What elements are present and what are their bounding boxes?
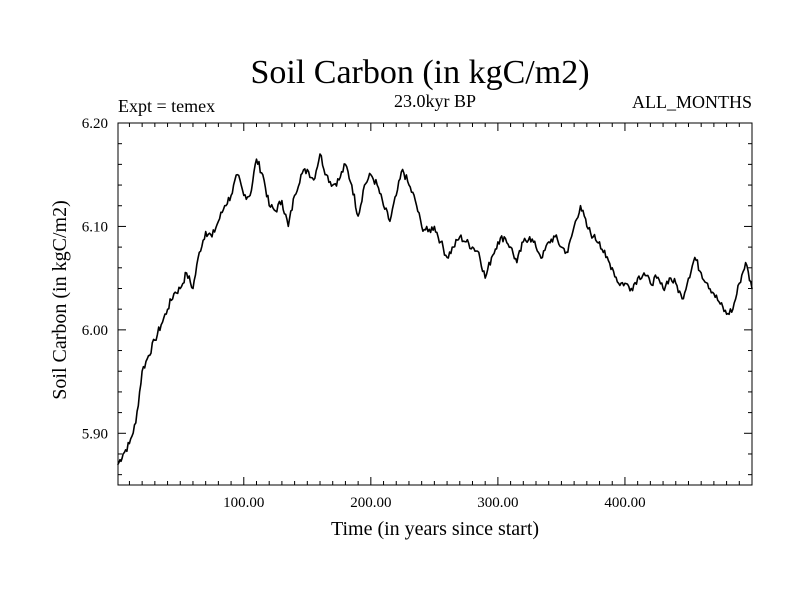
x-tick-label: 200.00 [350, 495, 391, 511]
axis-ticks [118, 122, 753, 485]
experiment-label: Expt = temex [118, 96, 215, 116]
axis-tick-labels: 100.00 200.00 300.00 400.00 5.90 6.00 6.10 6.20 [82, 116, 646, 511]
soil-carbon-series-line [117, 153, 753, 466]
y-axis-title: Soil Carbon (in kgC/m2) [49, 200, 71, 399]
months-label: ALL_MONTHS [632, 92, 752, 112]
y-tick-label: 5.90 [82, 426, 108, 442]
y-tick-label: 6.20 [82, 116, 108, 132]
plot-area-frame [117, 122, 753, 486]
y-tick-label: 6.00 [82, 323, 108, 339]
y-tick-label: 6.10 [82, 219, 108, 235]
time-period-label: 23.0kyr BP [394, 91, 476, 111]
x-tick-label: 300.00 [477, 495, 518, 511]
x-tick-label: 400.00 [604, 495, 645, 511]
x-tick-label: 100.00 [223, 495, 264, 511]
chart-title: Soil Carbon (in kgC/m2) [250, 54, 589, 91]
x-axis-title: Time (in years since start) [331, 518, 539, 540]
